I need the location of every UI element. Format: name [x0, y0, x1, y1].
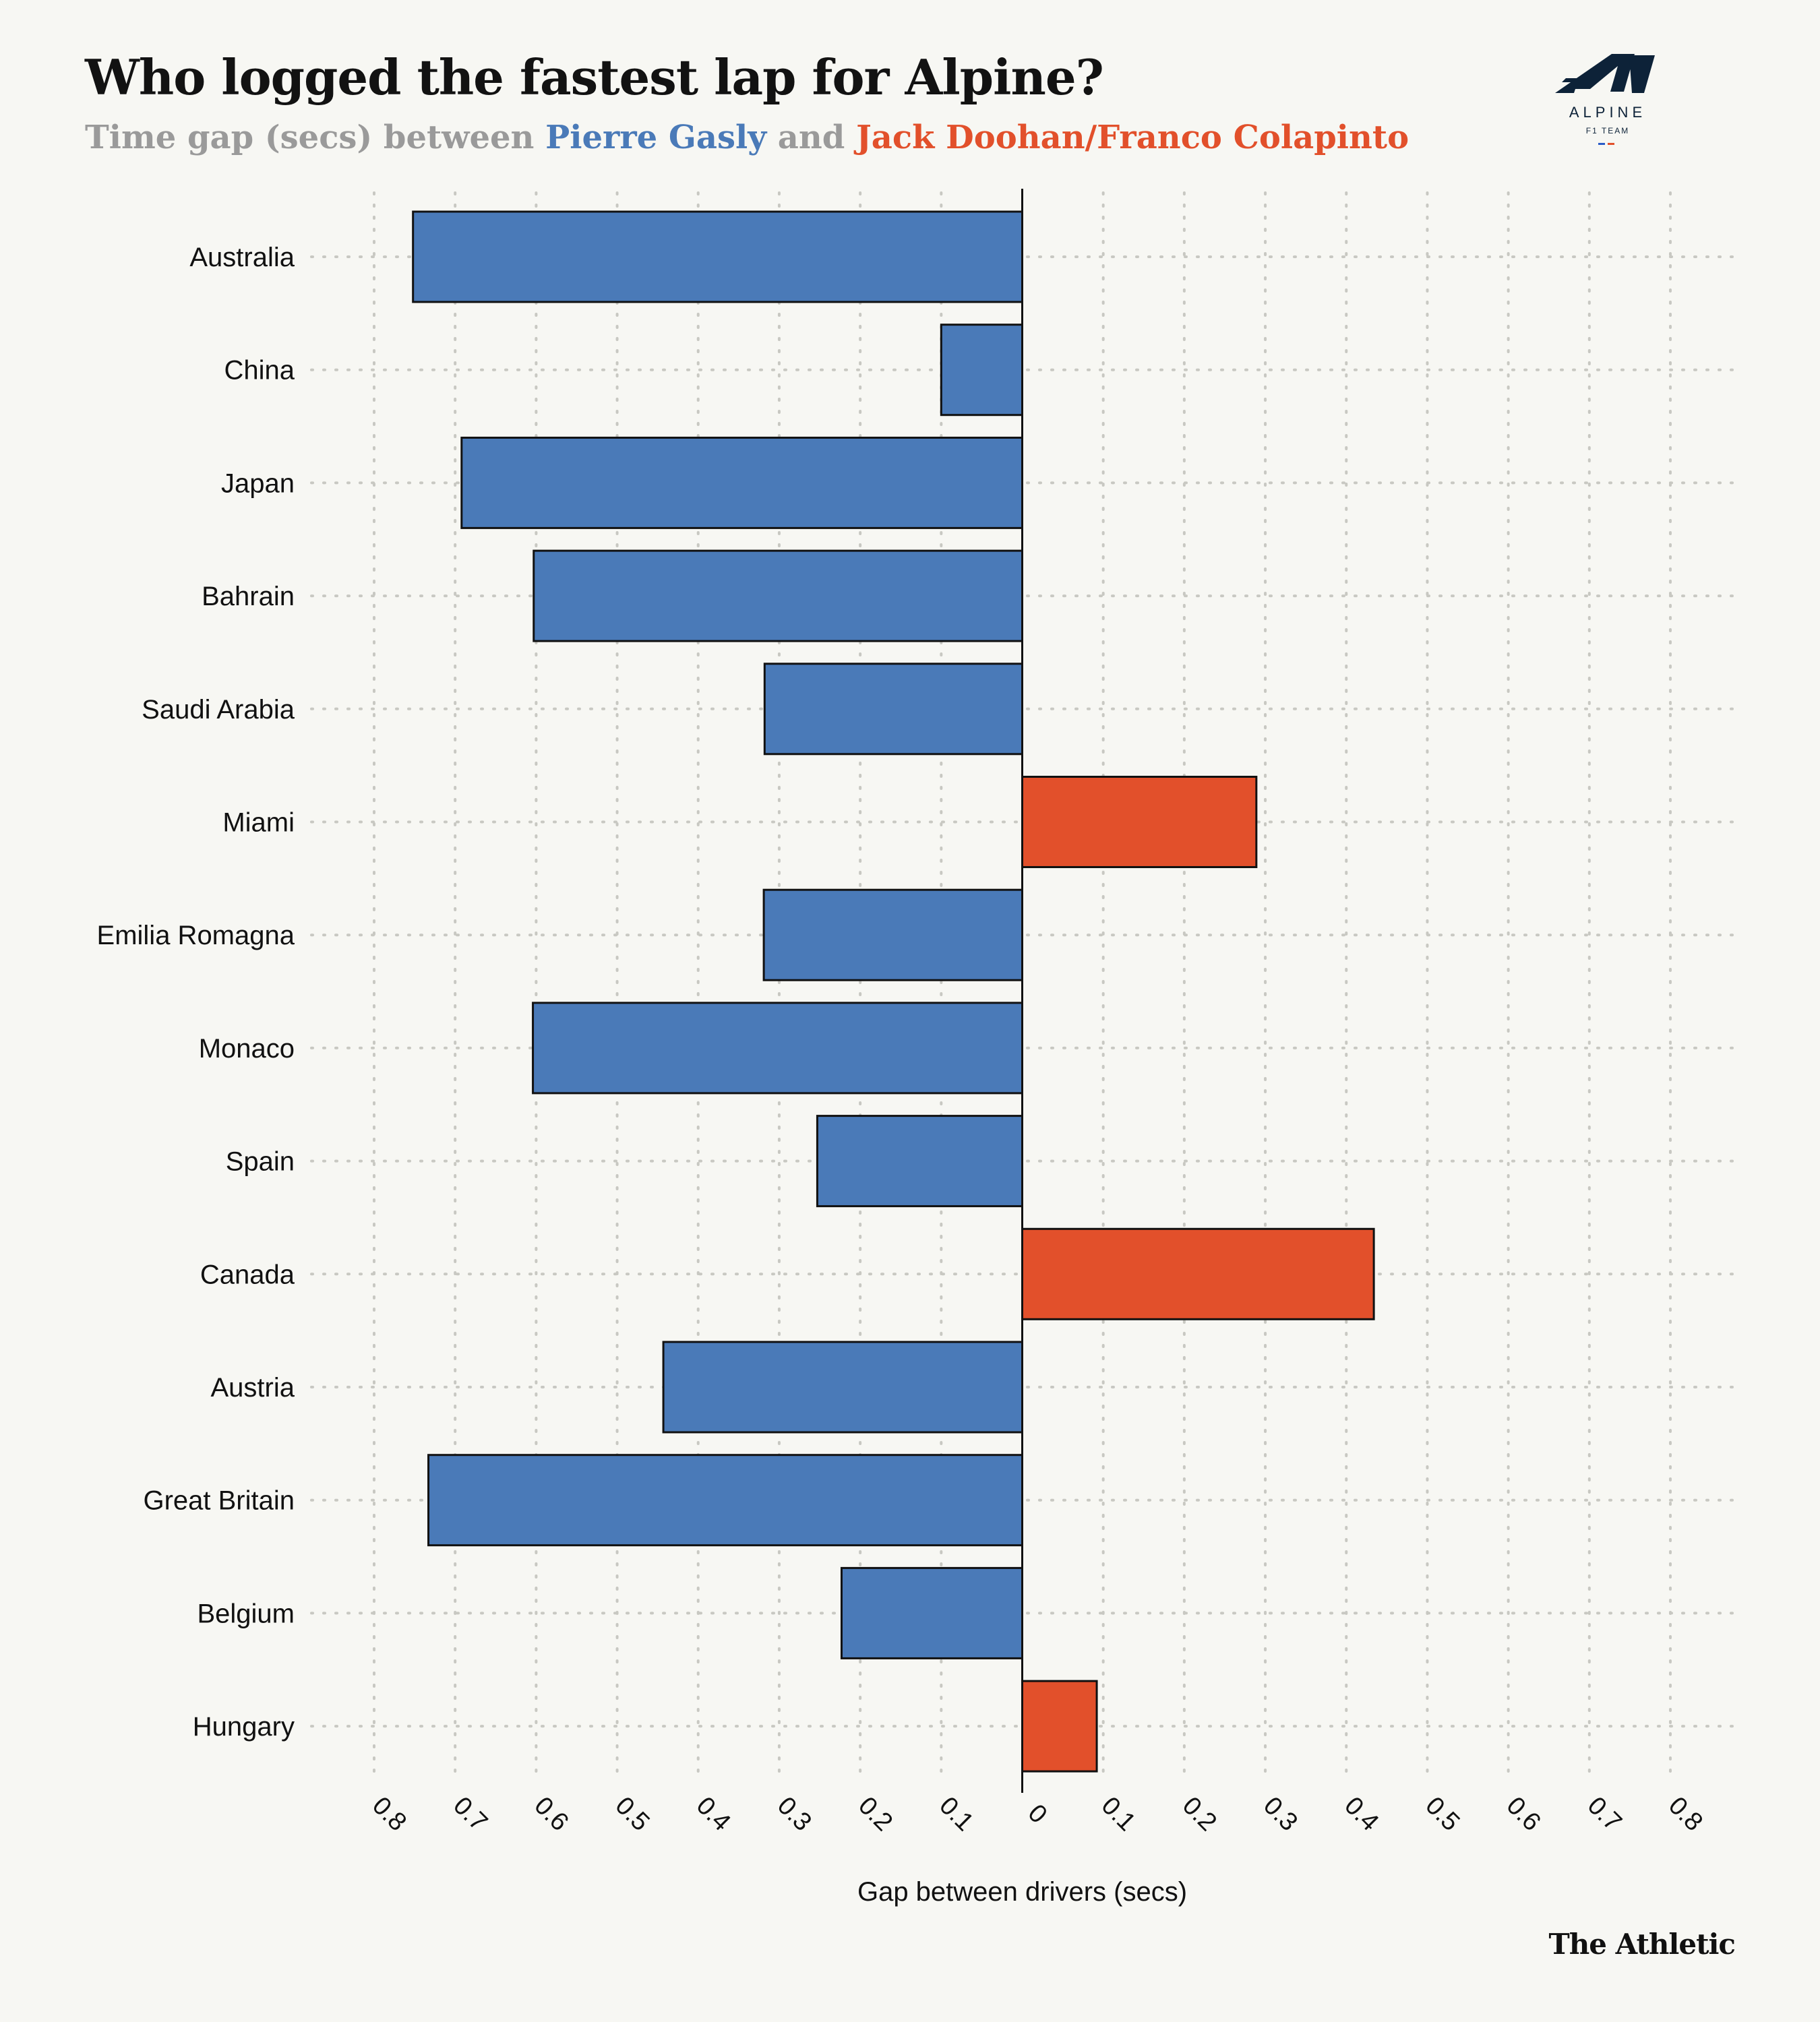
logo-flag-red [1608, 143, 1614, 145]
bar-bahrain [533, 549, 1023, 642]
category-label: Monaco [199, 1034, 295, 1064]
subtitle-prefix: Time gap (secs) between [85, 119, 546, 156]
alpine-a-logo-icon: ALPINE F1 TEAM [1555, 54, 1655, 145]
category-label: China [224, 356, 295, 386]
x-tick-label: 0.3 [772, 1791, 817, 1837]
bar-saudi-arabia [763, 663, 1023, 756]
x-tick-label: 0.2 [1177, 1791, 1222, 1837]
x-tick-label: 0.7 [448, 1791, 493, 1837]
x-tick-label: 0.5 [1420, 1791, 1465, 1837]
bar-monaco [532, 1002, 1023, 1095]
bar-australia [412, 210, 1023, 303]
x-tick-labels: 0.8 0.7 0.6 0.5 0.4 0.3 0.2 0.1 0 0.1 0.2 0.3 0.4 0.5… [367, 1791, 1708, 1837]
category-label: Belgium [197, 1599, 295, 1628]
bar-canada [1021, 1227, 1375, 1320]
logo-tagline: F1 TEAM [1586, 126, 1629, 135]
x-tick-label: 0.3 [1258, 1791, 1303, 1837]
subtitle-and: and [766, 119, 857, 156]
bar-spain [816, 1115, 1024, 1208]
bar-china [940, 324, 1023, 417]
category-label: Canada [200, 1260, 295, 1289]
category-label: Spain [226, 1147, 295, 1177]
x-tick-label: 0.6 [1501, 1791, 1546, 1837]
x-tick-label: 0.1 [934, 1791, 979, 1837]
subtitle-doohan-colapinto: Jack Doohan/Franco Colapinto [856, 119, 1409, 156]
subtitle-gasly: Pierre Gasly [545, 119, 767, 156]
alpine-logo: ALPINE F1 TEAM [1554, 51, 1662, 152]
bar-emilia-romagna [762, 888, 1024, 981]
category-label: Australia [189, 243, 295, 272]
category-label: Japan [221, 468, 295, 498]
category-labels: Australia China Japan Bahrain Saudi Arabia Mi… [97, 243, 295, 1742]
x-tick-label: 0.4 [1339, 1791, 1384, 1837]
category-label: Bahrain [202, 582, 295, 611]
bar-austria [662, 1341, 1023, 1434]
x-tick-label: 0.5 [610, 1791, 655, 1837]
x-tick-label: 0 [1023, 1799, 1053, 1829]
category-label: Saudi Arabia [142, 695, 295, 725]
x-tick-label: 0.1 [1096, 1791, 1141, 1837]
bar-japan [460, 436, 1023, 529]
category-label: Austria [211, 1373, 295, 1403]
category-label: Great Britain [143, 1486, 295, 1516]
category-label: Emilia Romagna [97, 921, 295, 950]
credit-the-athletic: The Athletic [1548, 1928, 1736, 1961]
category-label: Miami [222, 808, 295, 838]
chart-subtitle: Time gap (secs) between Pierre Gasly and… [85, 119, 1409, 156]
x-tick-label: 0.2 [853, 1791, 898, 1837]
bar-miami [1021, 776, 1258, 868]
bar-great-britain [427, 1454, 1023, 1547]
bars [412, 210, 1375, 1773]
logo-flag-blue [1598, 143, 1605, 145]
logo-wordmark: ALPINE [1569, 104, 1646, 121]
grid-layer [310, 191, 1739, 1774]
bar-belgium [840, 1566, 1024, 1659]
x-tick-label: 0.6 [528, 1791, 574, 1837]
x-tick-label: 0.7 [1582, 1791, 1627, 1837]
chart-title: Who logged the fastest lap for Alpine? [85, 49, 1104, 106]
category-label: Hungary [193, 1712, 295, 1742]
x-tick-label: 0.8 [1663, 1791, 1708, 1837]
x-axis-title: Gap between drivers (secs) [857, 1877, 1187, 1907]
bar-hungary [1021, 1680, 1098, 1773]
x-tick-label: 0.8 [367, 1791, 412, 1837]
x-tick-label: 0.4 [691, 1791, 736, 1837]
